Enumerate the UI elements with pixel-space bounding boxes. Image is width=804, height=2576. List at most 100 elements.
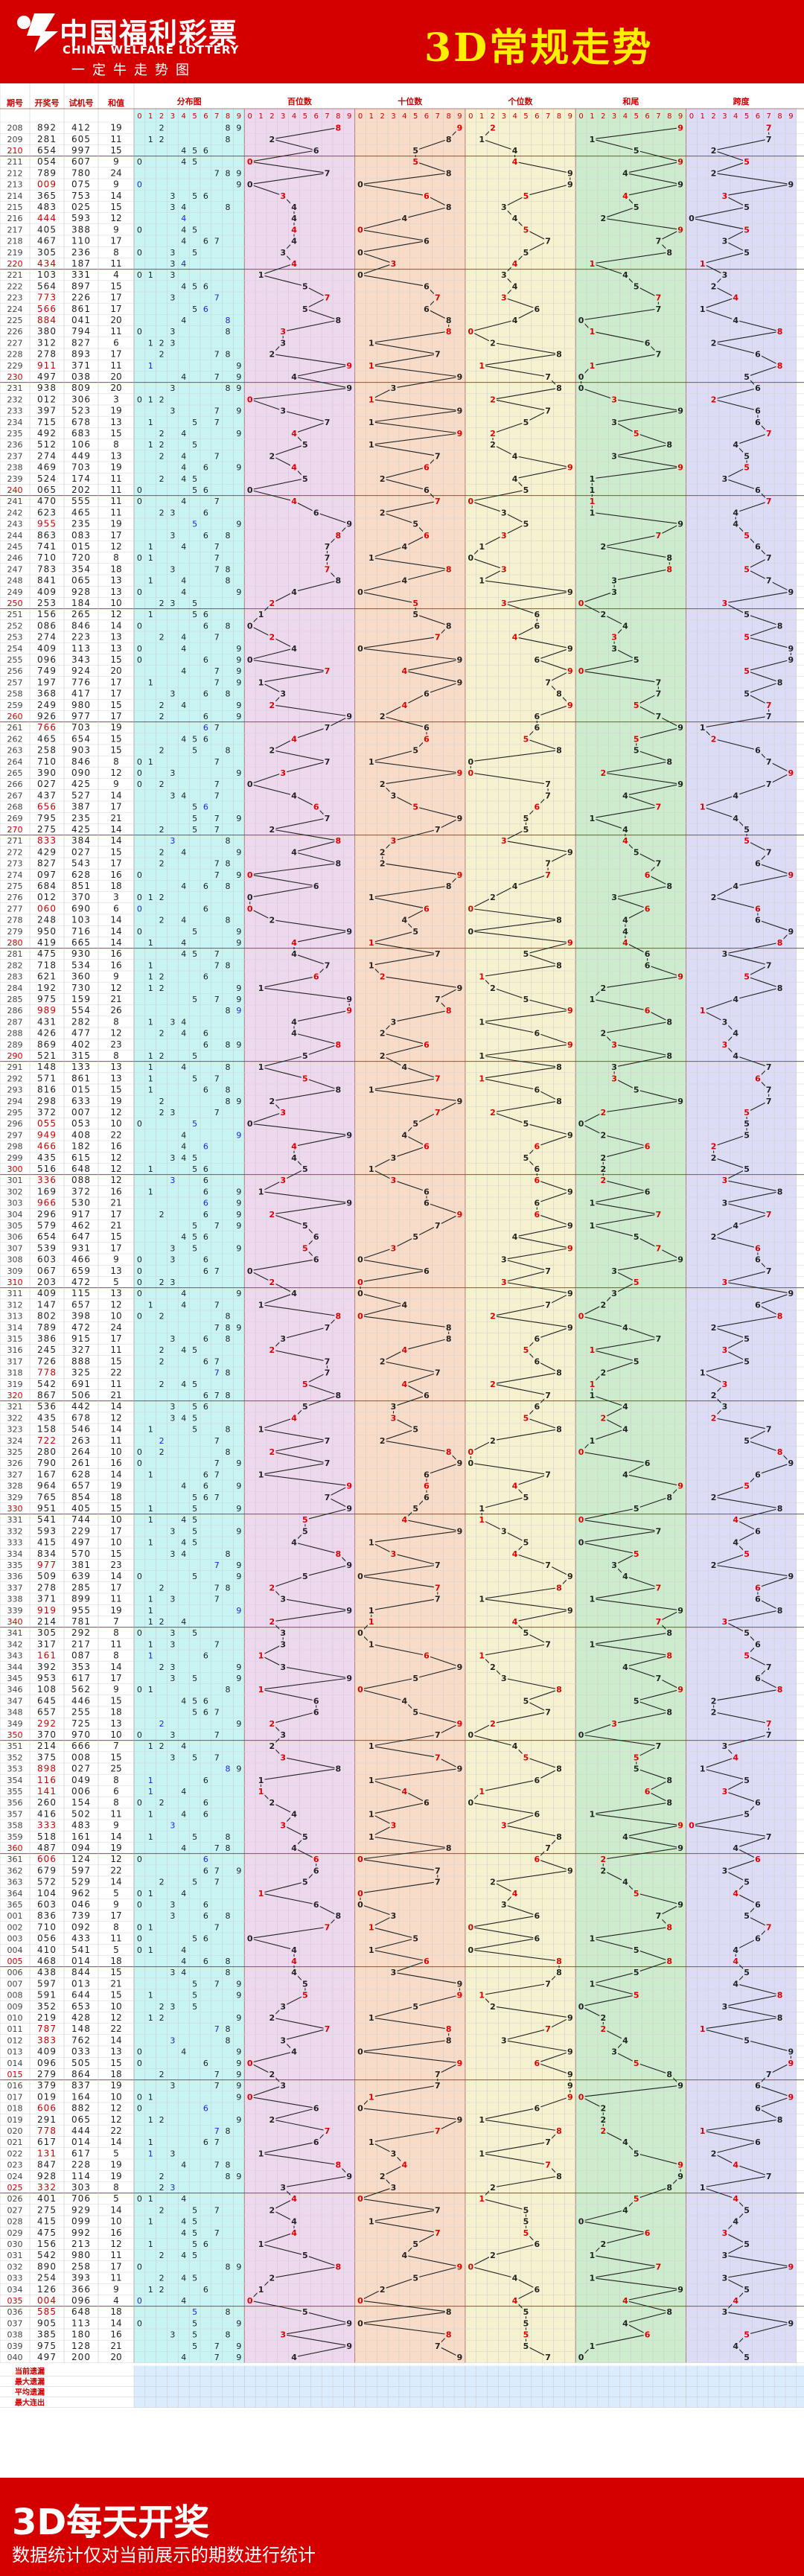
- trend-mark: 9: [677, 157, 683, 167]
- distribution-mark: 4: [181, 1289, 186, 1298]
- sum-value: 17: [110, 858, 121, 869]
- trend-mark-bg: [610, 1718, 619, 1728]
- distribution-mark: 3: [170, 1255, 175, 1265]
- draw-number: 409: [37, 643, 57, 654]
- distribution-mark: 1: [148, 757, 153, 767]
- trend-mark: 7: [545, 870, 551, 880]
- distribution-mark: 1: [148, 418, 153, 427]
- distribution-mark: 6: [203, 1164, 208, 1174]
- trend-mark: 9: [677, 1843, 683, 1853]
- distribution-mark: 1: [148, 1685, 153, 1695]
- trend-mark: 4: [733, 1979, 738, 1989]
- distribution-mark: 9: [236, 1764, 241, 1774]
- trend-mark-bg: [478, 360, 486, 370]
- trend-mark: 9: [788, 587, 794, 597]
- test-number: 381: [71, 1560, 91, 1570]
- period-label: 233: [7, 407, 23, 416]
- trend-mark: 0: [578, 316, 584, 325]
- digit-header: 4: [733, 112, 738, 121]
- trend-mark: 5: [412, 1674, 418, 1683]
- trend-mark-bg: [456, 2353, 464, 2362]
- trend-mark-bg: [290, 429, 299, 438]
- distribution-mark: 4: [181, 1945, 186, 1955]
- distribution-mark: 6: [203, 1708, 208, 1718]
- trend-mark-bg: [566, 2013, 574, 2022]
- sum-value: 11: [110, 360, 121, 371]
- trend-mark-bg: [765, 1096, 773, 1106]
- trend-mark: 7: [766, 1062, 772, 1072]
- trend-mark: 4: [402, 1345, 408, 1355]
- trend-mark: 5: [412, 157, 418, 167]
- trend-mark: 7: [766, 1210, 772, 1220]
- trend-mark: 3: [611, 418, 617, 427]
- trend-mark-bg: [666, 440, 674, 450]
- trend-mark: 9: [677, 463, 683, 473]
- distribution-mark: 6: [203, 2059, 208, 2068]
- trend-mark: 5: [634, 701, 639, 710]
- test-number: 970: [71, 1729, 91, 1740]
- trend-mark-bg: [257, 983, 265, 992]
- trend-mark: 2: [269, 1278, 275, 1287]
- trend-mark-bg: [566, 2047, 574, 2056]
- trend-mark: 7: [325, 1493, 331, 1502]
- trend-mark: 6: [424, 1266, 430, 1276]
- trend-mark: 4: [622, 2205, 628, 2215]
- trend-mark-bg: [743, 1356, 751, 1366]
- trend-mark: 8: [556, 1832, 562, 1842]
- trend-mark-bg: [632, 146, 640, 155]
- trend-mark-bg: [533, 1933, 541, 1943]
- trend-mark: 6: [313, 2104, 319, 2114]
- trend-mark-bg: [621, 168, 629, 178]
- trend-mark: 8: [556, 1425, 562, 1435]
- trend-mark-bg: [345, 519, 354, 529]
- distribution-mark: 5: [192, 1243, 197, 1253]
- distribution-mark: 0: [137, 1685, 142, 1695]
- trend-mark-bg: [687, 214, 695, 223]
- trend-mark-bg: [290, 1945, 299, 1954]
- trend-mark-bg: [654, 1526, 663, 1536]
- draw-number: 524: [37, 474, 57, 484]
- trend-mark-bg: [433, 1877, 441, 1887]
- draw-number: 536: [37, 1401, 57, 1412]
- trend-mark-bg: [753, 858, 762, 868]
- trend-mark: 2: [600, 1176, 606, 1185]
- trend-mark: 6: [645, 904, 651, 914]
- trend-mark: 0: [578, 599, 584, 608]
- trend-mark: 0: [578, 1515, 584, 1525]
- trend-mark: 1: [368, 2217, 374, 2227]
- trend-mark-bg: [522, 1696, 530, 1706]
- trend-mark-bg: [378, 2171, 386, 2181]
- distribution-mark: 2: [159, 2013, 165, 2023]
- trend-mark-bg: [599, 2013, 607, 2022]
- trend-mark: 7: [656, 678, 662, 687]
- trend-mark-bg: [290, 2228, 299, 2237]
- trend-mark-bg: [246, 2092, 254, 2102]
- trend-mark: 5: [634, 1504, 639, 1514]
- distribution-mark: 2: [159, 780, 165, 789]
- trend-mark: 3: [611, 644, 617, 654]
- test-number: 202: [71, 485, 91, 495]
- distribution-mark: 5: [192, 281, 197, 291]
- test-number: 433: [71, 1933, 91, 1944]
- trend-mark-bg: [467, 497, 475, 506]
- trend-mark-bg: [555, 2171, 563, 2181]
- trend-mark-bg: [743, 2284, 751, 2294]
- column-header: 期号: [7, 98, 23, 108]
- trend-mark: 2: [600, 2115, 606, 2125]
- distribution-mark: 2: [159, 859, 165, 869]
- trend-mark-bg: [709, 338, 718, 348]
- distribution-mark: 4: [181, 451, 186, 461]
- trend-mark: 4: [733, 2341, 738, 2351]
- sum-value: 24: [110, 1322, 121, 1333]
- trend-mark: 6: [755, 1526, 761, 1536]
- footer-title: 3D每天开奖: [12, 2493, 209, 2545]
- trend-mark-bg: [610, 1039, 619, 1049]
- trend-mark-bg: [488, 429, 497, 438]
- trend-mark: 6: [755, 1595, 761, 1604]
- draw-number: 148: [37, 1062, 57, 1072]
- trend-mark-bg: [577, 599, 585, 608]
- period-label: 039: [7, 2341, 23, 2351]
- trend-mark-bg: [323, 813, 331, 823]
- trend-mark: 3: [280, 327, 286, 337]
- trend-mark-bg: [765, 1718, 773, 1728]
